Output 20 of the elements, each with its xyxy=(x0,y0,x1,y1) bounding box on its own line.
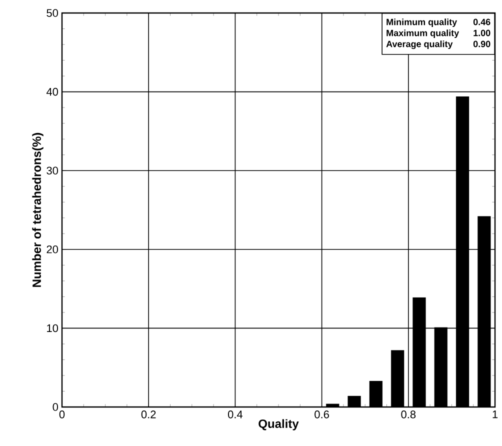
y-tick-label: 50 xyxy=(46,9,58,17)
annotation: 0.90 xyxy=(473,40,490,48)
x-tick-label: 0.8 xyxy=(401,410,416,418)
x-tick-label: 0 xyxy=(59,410,65,418)
y-tick-label: 0 xyxy=(52,403,58,411)
annotation: 1.00 xyxy=(474,30,490,36)
annotation: 0.46 xyxy=(473,18,490,26)
annotation: Maximum quality xyxy=(386,30,460,38)
x-tick-label: 1 xyxy=(492,410,498,418)
annotation: Average quality xyxy=(386,40,453,50)
y-tick-label: 10 xyxy=(47,324,58,332)
annotation: Minimum quality xyxy=(386,18,458,27)
x-axis-title: Quality xyxy=(258,419,299,430)
y-tick-label: 20 xyxy=(46,246,58,254)
x-tick-label: 0.2 xyxy=(141,410,156,418)
x-tick-label: 0.4 xyxy=(228,410,243,418)
y-tick-label: 40 xyxy=(46,88,58,96)
y-tick-label: 30 xyxy=(46,166,58,174)
x-tick-label: 0.6 xyxy=(314,410,329,418)
y-axis-title: Number of tetrahedrons(%) xyxy=(32,132,44,287)
